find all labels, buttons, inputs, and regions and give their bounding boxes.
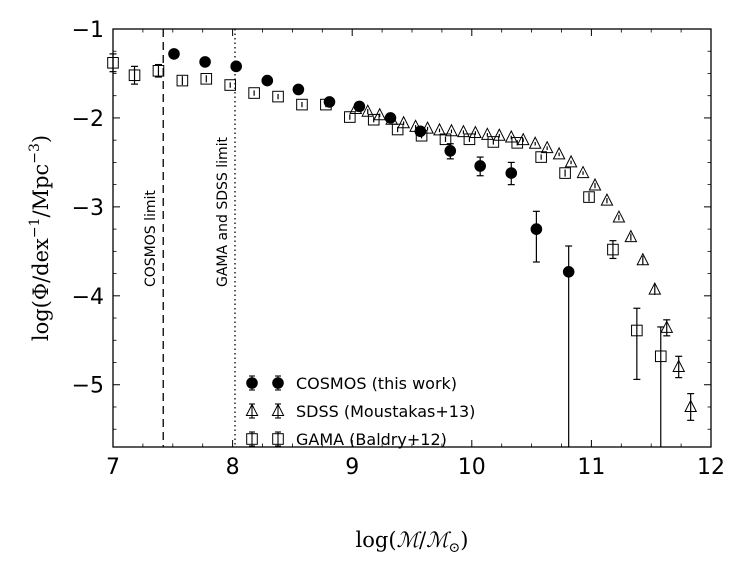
data-point	[168, 48, 180, 60]
legend: COSMOS (this work) SDSS (Moustakas+13) GAM…	[245, 374, 475, 449]
series-filled-circle	[168, 48, 575, 447]
data-point	[296, 98, 308, 111]
data-point	[654, 350, 667, 363]
data-point	[292, 83, 305, 96]
data-point	[128, 69, 141, 82]
data-point	[152, 65, 165, 77]
data-point	[248, 87, 260, 99]
data-point	[535, 151, 547, 163]
data-point	[516, 132, 530, 146]
data-point	[607, 243, 619, 256]
data-point	[492, 128, 506, 141]
data-point	[562, 265, 575, 278]
y-tick-label: −1	[72, 18, 104, 43]
x-tick-label: 10	[458, 455, 486, 480]
data-point	[559, 167, 571, 179]
data-point	[648, 281, 662, 295]
data-point	[564, 154, 578, 168]
data-point	[261, 74, 274, 87]
data-point	[415, 129, 428, 142]
data-point	[367, 113, 380, 126]
data-point	[421, 121, 434, 134]
data-point	[246, 377, 258, 389]
legend-entry: GAMA (Baldry+12)	[246, 430, 447, 449]
data-point	[530, 223, 543, 235]
data-point	[272, 377, 284, 389]
data-point	[624, 229, 638, 243]
data-point	[636, 252, 650, 266]
data-point	[463, 133, 476, 146]
x-tick-label: 12	[697, 455, 725, 480]
data-point	[504, 129, 518, 143]
y-tick-label: −3	[72, 196, 104, 221]
y-tick-labels: −1 −2 −3 −4 −5	[72, 18, 104, 399]
y-axis-label: log(Φ/dex−1/Mpc−3)	[27, 135, 53, 341]
data-point	[444, 145, 457, 157]
data-point	[391, 123, 404, 136]
x-tick-label: 11	[577, 455, 605, 480]
data-point	[409, 119, 423, 132]
data-point	[230, 60, 242, 73]
x-tick-labels: 7 8 9 10 11 12	[106, 455, 725, 480]
legend-label: GAMA (Baldry+12)	[296, 430, 447, 449]
data-point	[468, 125, 482, 139]
y-tick-label: −2	[72, 107, 104, 132]
y-tick-label: −5	[72, 374, 104, 399]
data-point	[439, 133, 452, 146]
data-point	[487, 136, 500, 148]
data-point	[176, 74, 189, 87]
data-point	[349, 101, 363, 115]
legend-entry: COSMOS (this work)	[246, 374, 457, 393]
series-open-square	[107, 53, 667, 447]
data-point	[271, 403, 285, 416]
limit-line-label: COSMOS limit	[143, 190, 159, 287]
data-point	[445, 123, 458, 137]
data-point	[474, 160, 486, 172]
data-point	[552, 146, 566, 160]
x-axis-label: log(ℳ/ℳ⊙)	[356, 528, 469, 556]
data-point	[600, 193, 614, 206]
data-point	[272, 90, 284, 103]
legend-label: COSMOS (this work)	[296, 374, 457, 393]
data-point	[612, 209, 626, 223]
data-point	[528, 136, 542, 149]
data-point	[631, 324, 643, 337]
data-point	[684, 399, 698, 412]
data-point	[457, 124, 470, 138]
data-point	[245, 403, 259, 416]
data-point	[361, 104, 375, 117]
data-point	[199, 56, 211, 68]
x-tick-label: 8	[226, 455, 240, 480]
x-tick-label: 9	[345, 455, 359, 480]
data-point	[540, 140, 554, 154]
limit-lines: COSMOS limit GAMA and SDSS limit	[143, 29, 236, 447]
data-point	[672, 359, 686, 372]
data-point	[246, 433, 258, 445]
axis-ticks	[112, 28, 712, 447]
legend-entry: SDSS (Moustakas+13)	[245, 402, 475, 421]
data-point	[397, 115, 411, 129]
data-series	[107, 48, 698, 447]
data-point	[385, 112, 399, 125]
x-tick-label: 7	[106, 455, 120, 480]
data-point	[320, 98, 332, 111]
data-point	[200, 73, 213, 85]
limit-line-label: GAMA and SDSS limit	[215, 136, 231, 287]
data-point	[224, 79, 237, 91]
series-open-triangle	[349, 101, 698, 421]
data-point	[576, 165, 590, 179]
data-point	[511, 137, 524, 149]
data-point	[272, 433, 284, 445]
data-point	[344, 111, 356, 123]
legend-label: SDSS (Moustakas+13)	[296, 402, 475, 421]
data-point	[505, 167, 518, 179]
data-point	[583, 191, 595, 203]
data-point	[433, 122, 446, 136]
y-tick-label: −4	[72, 285, 104, 310]
data-point	[588, 177, 602, 191]
data-point	[480, 127, 494, 140]
